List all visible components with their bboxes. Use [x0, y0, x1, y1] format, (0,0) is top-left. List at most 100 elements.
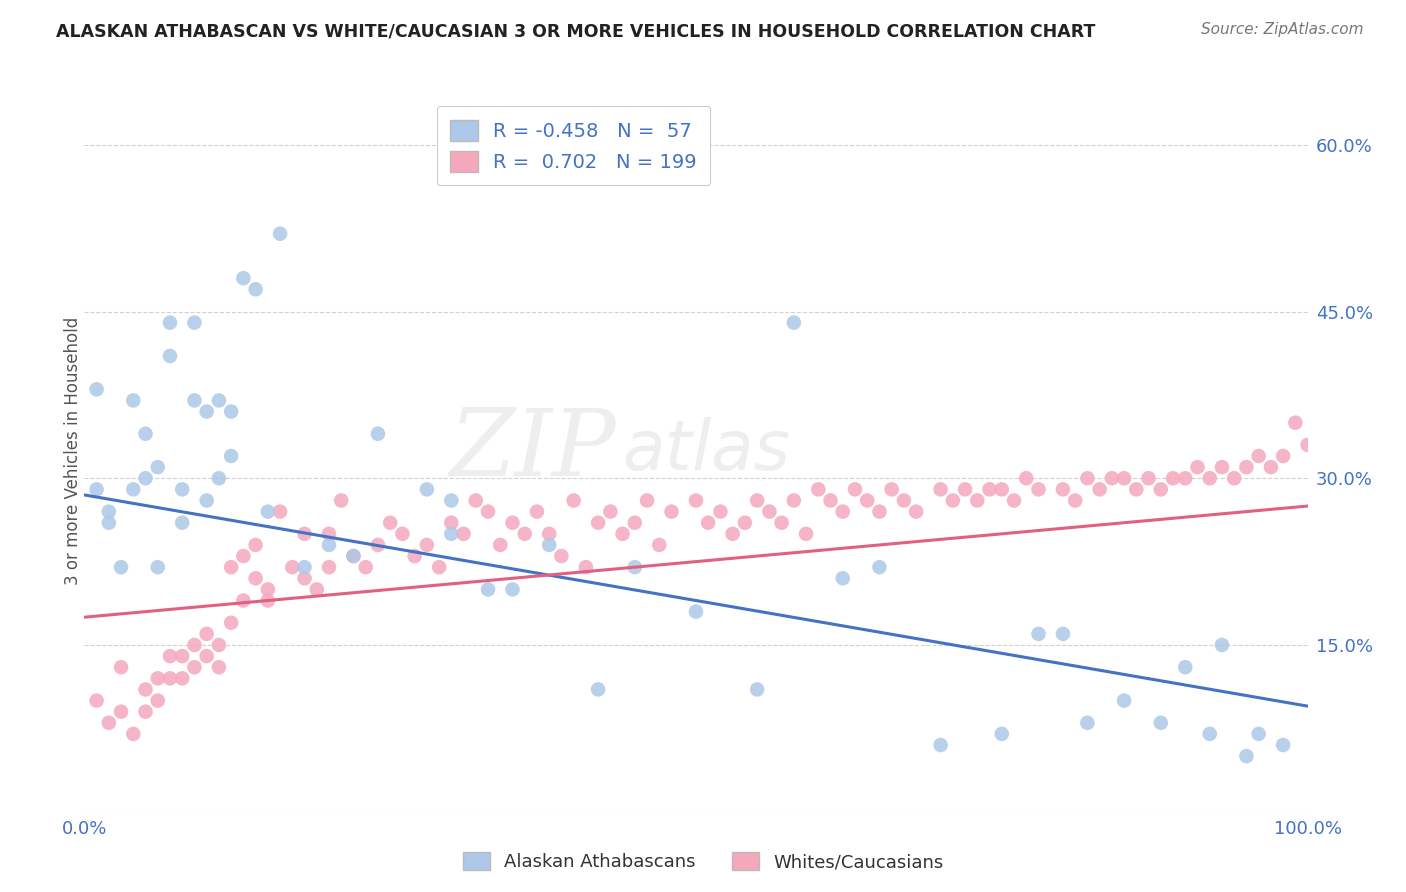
- Point: [269, 505, 291, 519]
- Point: [416, 538, 439, 552]
- Point: [477, 505, 499, 519]
- Point: [1198, 727, 1220, 741]
- Point: [1028, 483, 1050, 497]
- Point: [232, 593, 254, 607]
- Point: [1028, 627, 1050, 641]
- Point: [281, 560, 304, 574]
- Point: [453, 526, 475, 541]
- Point: [1174, 471, 1197, 485]
- Point: [1002, 493, 1025, 508]
- Point: [219, 615, 242, 630]
- Point: [869, 560, 891, 574]
- Point: [538, 538, 561, 552]
- Point: [318, 526, 340, 541]
- Point: [427, 560, 450, 574]
- Point: [869, 505, 891, 519]
- Point: [122, 393, 145, 408]
- Point: [183, 393, 205, 408]
- Point: [783, 316, 806, 330]
- Point: [257, 505, 280, 519]
- Point: [294, 571, 316, 585]
- Point: [440, 526, 463, 541]
- Point: [208, 638, 231, 652]
- Point: [146, 671, 169, 685]
- Point: [697, 516, 720, 530]
- Point: [1211, 460, 1233, 475]
- Point: [747, 493, 769, 508]
- Point: [502, 516, 524, 530]
- Point: [575, 560, 598, 574]
- Point: [648, 538, 671, 552]
- Point: [586, 516, 609, 530]
- Point: [354, 560, 377, 574]
- Point: [380, 516, 402, 530]
- Point: [1015, 471, 1038, 485]
- Point: [367, 426, 389, 441]
- Point: [294, 560, 316, 574]
- Point: [122, 727, 145, 741]
- Point: [1236, 460, 1258, 475]
- Point: [232, 549, 254, 563]
- Point: [1125, 483, 1147, 497]
- Point: [440, 516, 463, 530]
- Point: [183, 316, 205, 330]
- Point: [86, 693, 108, 707]
- Point: [391, 526, 413, 541]
- Point: [844, 483, 866, 497]
- Point: [831, 571, 853, 585]
- Point: [538, 526, 561, 541]
- Point: [1076, 471, 1098, 485]
- Point: [195, 404, 218, 418]
- Point: [110, 560, 132, 574]
- Point: [770, 516, 793, 530]
- Point: [219, 404, 242, 418]
- Point: [416, 483, 439, 497]
- Point: [195, 627, 218, 641]
- Point: [991, 483, 1014, 497]
- Point: [1187, 460, 1209, 475]
- Point: [1236, 749, 1258, 764]
- Point: [1137, 471, 1160, 485]
- Point: [232, 271, 254, 285]
- Y-axis label: 3 or more Vehicles in Household: 3 or more Vehicles in Household: [65, 317, 82, 584]
- Point: [1101, 471, 1123, 485]
- Point: [1150, 715, 1173, 730]
- Point: [893, 493, 915, 508]
- Point: [1211, 638, 1233, 652]
- Point: [685, 493, 707, 508]
- Point: [135, 471, 157, 485]
- Point: [477, 582, 499, 597]
- Point: [929, 738, 952, 752]
- Point: [1272, 449, 1295, 463]
- Point: [97, 516, 120, 530]
- Point: [86, 483, 108, 497]
- Point: [942, 493, 965, 508]
- Point: [1223, 471, 1246, 485]
- Point: [159, 349, 181, 363]
- Point: [734, 516, 756, 530]
- Point: [783, 493, 806, 508]
- Point: [991, 727, 1014, 741]
- Point: [159, 649, 181, 664]
- Point: [183, 660, 205, 674]
- Point: [257, 582, 280, 597]
- Point: [513, 526, 536, 541]
- Point: [245, 571, 267, 585]
- Point: [269, 227, 291, 241]
- Text: ALASKAN ATHABASCAN VS WHITE/CAUCASIAN 3 OR MORE VEHICLES IN HOUSEHOLD CORRELATIO: ALASKAN ATHABASCAN VS WHITE/CAUCASIAN 3 …: [56, 22, 1095, 40]
- Point: [979, 483, 1001, 497]
- Point: [135, 705, 157, 719]
- Legend: Alaskan Athabascans, Whites/Caucasians: Alaskan Athabascans, Whites/Caucasians: [456, 845, 950, 879]
- Point: [146, 460, 169, 475]
- Point: [624, 516, 647, 530]
- Point: [1150, 483, 1173, 497]
- Point: [146, 693, 169, 707]
- Point: [245, 282, 267, 296]
- Point: [86, 382, 108, 396]
- Point: [135, 682, 157, 697]
- Point: [1114, 471, 1136, 485]
- Point: [342, 549, 364, 563]
- Point: [758, 505, 780, 519]
- Point: [172, 671, 194, 685]
- Text: Source: ZipAtlas.com: Source: ZipAtlas.com: [1201, 22, 1364, 37]
